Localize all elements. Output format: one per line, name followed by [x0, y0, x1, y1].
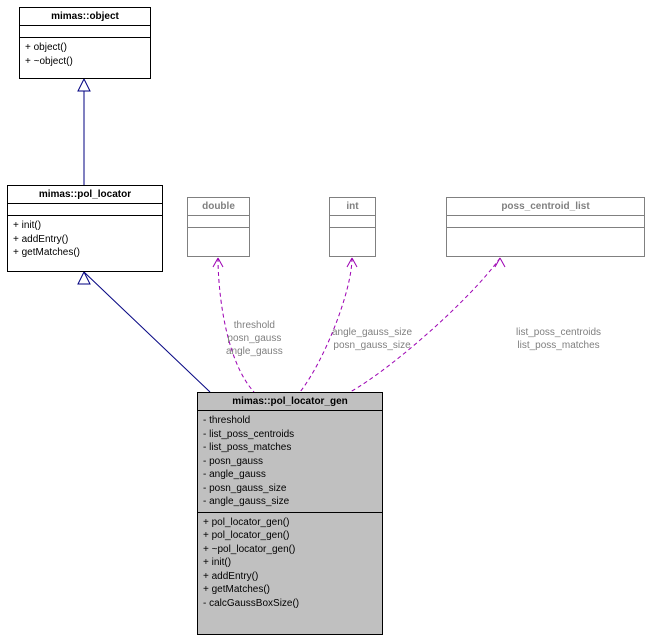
edge-assoc_list	[350, 258, 500, 392]
class-member: + ~pol_locator_gen()	[203, 543, 377, 557]
class-member: + pol_locator_gen()	[203, 516, 377, 530]
class-member: - angle_gauss_size	[203, 495, 377, 509]
class-poss-centroid-list: poss_centroid_list	[446, 197, 645, 257]
class-title: poss_centroid_list	[447, 198, 644, 216]
class-section	[447, 228, 644, 240]
class-member: + init()	[203, 556, 377, 570]
edge-label-double: threshold posn_gauss angle_gauss	[226, 319, 283, 358]
arrow-inherit	[78, 79, 90, 91]
class-int: int	[329, 197, 376, 257]
class-member: + getMatches()	[13, 246, 157, 260]
arrow-assoc	[347, 258, 352, 267]
class-member: - angle_gauss	[203, 468, 377, 482]
class-object: mimas::object+ object()+ ~object()	[19, 7, 151, 79]
class-title: mimas::pol_locator_gen	[198, 393, 382, 411]
class-member: - list_poss_matches	[203, 441, 377, 455]
class-member: - posn_gauss_size	[203, 482, 377, 496]
class-section	[188, 228, 249, 240]
class-title: mimas::pol_locator	[8, 186, 162, 204]
edge-label-int: angle_gauss_size posn_gauss_size	[332, 326, 412, 352]
class-section	[330, 228, 375, 240]
class-member: + pol_locator_gen()	[203, 529, 377, 543]
arrow-assoc	[213, 258, 218, 267]
arrow-assoc	[500, 258, 505, 267]
class-double: double	[187, 197, 250, 257]
class-section: - threshold- list_poss_centroids- list_p…	[198, 411, 382, 513]
class-member: + addEntry()	[13, 233, 157, 247]
class-title: mimas::object	[20, 8, 150, 26]
class-member: + object()	[25, 41, 145, 55]
edge-assoc_int	[300, 258, 352, 392]
arrow-assoc	[218, 258, 223, 267]
arrow-inherit	[78, 272, 90, 284]
class-member: - list_poss_centroids	[203, 428, 377, 442]
class-section	[8, 204, 162, 216]
class-pol-locator-gen: mimas::pol_locator_gen- threshold- list_…	[197, 392, 383, 635]
class-section	[20, 26, 150, 38]
class-section: + init()+ addEntry()+ getMatches()	[8, 216, 162, 263]
edge-label-list: list_poss_centroids list_poss_matches	[516, 326, 601, 352]
class-title: int	[330, 198, 375, 216]
edge-inh_locator	[84, 272, 210, 392]
class-section: + pol_locator_gen()+ pol_locator_gen()+ …	[198, 513, 382, 614]
class-member: + ~object()	[25, 55, 145, 69]
class-section: + object()+ ~object()	[20, 38, 150, 71]
class-member: - calcGaussBoxSize()	[203, 597, 377, 611]
arrow-assoc	[495, 258, 500, 267]
class-member: - posn_gauss	[203, 455, 377, 469]
arrow-assoc	[352, 258, 357, 267]
class-member: + init()	[13, 219, 157, 233]
class-section	[188, 216, 249, 228]
class-pol-locator: mimas::pol_locator+ init()+ addEntry()+ …	[7, 185, 163, 272]
class-member: + getMatches()	[203, 583, 377, 597]
class-section	[330, 216, 375, 228]
class-title: double	[188, 198, 249, 216]
class-member: + addEntry()	[203, 570, 377, 584]
class-member: - threshold	[203, 414, 377, 428]
class-section	[447, 216, 644, 228]
